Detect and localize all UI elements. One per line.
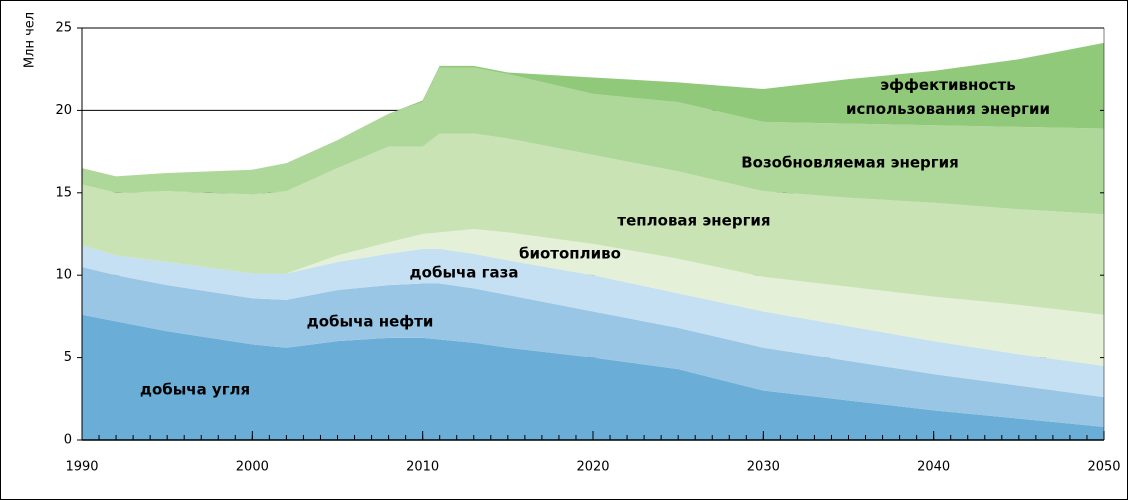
y-tick-label: 0 [64, 433, 72, 448]
x-tick-label: 2030 [747, 460, 780, 475]
y-tick-label: 15 [55, 185, 72, 200]
area [82, 266, 1104, 427]
area [82, 133, 1104, 315]
y-tick-label: 25 [55, 21, 72, 36]
y-tick-label: 10 [55, 268, 72, 283]
series-label: Возобновляемая энергия [741, 154, 959, 172]
y-tick-label: 20 [55, 103, 72, 118]
area [82, 229, 1104, 366]
area [82, 67, 1104, 215]
x-tick-label: 2040 [917, 460, 950, 475]
series-label-line: использования энергии [846, 100, 1050, 118]
series-label: добыча угля [140, 381, 250, 399]
series-label: тепловая энергия [617, 212, 770, 230]
x-tick-label: 2010 [406, 460, 439, 475]
y-axis-label: Млн чел [23, 12, 38, 68]
area [82, 314, 1104, 440]
y-tick-label: 5 [64, 350, 72, 365]
series-label: биотопливо [519, 245, 621, 263]
series-label: добыча газа [410, 264, 519, 282]
series-label: эффективность использования энергии [846, 76, 1050, 118]
x-tick-label: 2020 [576, 460, 609, 475]
x-tick-label: 2050 [1087, 460, 1120, 475]
area [82, 42, 1104, 177]
x-tick-label: 1990 [65, 460, 98, 475]
x-tick-label: 2000 [236, 460, 269, 475]
series-label-line: эффективность [880, 76, 1015, 94]
series-label: добыча нефти [307, 313, 434, 331]
area [82, 245, 1104, 398]
